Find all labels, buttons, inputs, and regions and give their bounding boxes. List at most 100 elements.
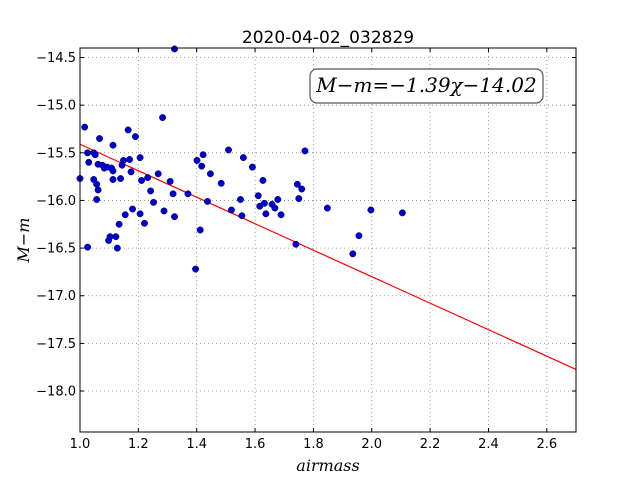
data-point xyxy=(259,176,267,184)
data-point xyxy=(85,158,93,166)
y-tick-label: −17.5 xyxy=(36,337,76,352)
y-tick-label: −15.0 xyxy=(36,99,76,114)
data-point xyxy=(192,265,199,273)
data-point xyxy=(150,198,157,206)
data-point xyxy=(204,197,211,205)
data-point xyxy=(141,219,148,227)
data-point xyxy=(126,156,134,163)
data-point xyxy=(136,210,144,218)
data-point xyxy=(154,170,162,178)
data-point xyxy=(171,213,178,221)
x-tick-label: 2.2 xyxy=(420,437,441,452)
data-point xyxy=(171,45,178,53)
data-point xyxy=(254,192,262,200)
y-tick-labels: −14.5 −15.0 −15.5 −16.0 −16.5 −17.0 −17.5 −18.0 xyxy=(36,51,76,399)
annotation-frame xyxy=(309,68,544,104)
data-point xyxy=(106,233,114,241)
data-point xyxy=(136,154,144,162)
data-point xyxy=(193,156,201,164)
data-point xyxy=(144,174,152,182)
x-tick-label: 1.2 xyxy=(128,437,149,452)
data-point xyxy=(355,232,363,240)
data-point xyxy=(112,233,120,241)
data-point xyxy=(109,141,117,149)
y-tick-label: −14.5 xyxy=(36,51,76,66)
data-point xyxy=(184,190,192,198)
data-point xyxy=(84,243,92,251)
data-point xyxy=(206,170,214,178)
data-point xyxy=(84,149,92,157)
data-point xyxy=(239,154,247,162)
data-point xyxy=(238,212,246,220)
data-point xyxy=(301,147,309,155)
data-point xyxy=(160,207,168,215)
x-axis-label: airmass xyxy=(296,456,359,475)
y-axis-label: M−m xyxy=(14,218,33,264)
y-tick-label: −17.0 xyxy=(36,289,76,304)
data-point xyxy=(94,186,102,194)
data-point xyxy=(131,133,139,141)
data-point xyxy=(227,206,235,214)
data-point xyxy=(138,176,146,184)
x-tick-label: 2.0 xyxy=(361,437,382,452)
data-point xyxy=(159,114,167,122)
x-tick-label: 2.6 xyxy=(536,437,557,452)
plot-frame xyxy=(79,47,577,433)
fit-line-group xyxy=(79,143,577,370)
data-point xyxy=(147,187,155,195)
data-point xyxy=(127,168,135,176)
data-point xyxy=(93,180,101,188)
data-point xyxy=(120,156,127,164)
data-point xyxy=(225,146,232,154)
y-tick-label: −16.5 xyxy=(36,242,76,257)
data-point xyxy=(115,220,123,228)
data-point xyxy=(323,204,331,212)
data-point xyxy=(293,180,301,188)
data-point xyxy=(124,126,132,134)
data-point xyxy=(198,162,206,170)
x-tick-label: 2.4 xyxy=(478,437,499,452)
data-point xyxy=(349,250,357,258)
data-point xyxy=(274,196,282,203)
equation-annotation: M−m=−1.39χ−14.02 xyxy=(309,68,544,104)
data-point xyxy=(109,176,117,183)
data-point xyxy=(237,196,244,203)
y-tick-label: −16.0 xyxy=(36,194,76,209)
data-point xyxy=(109,167,117,175)
data-point xyxy=(113,244,121,252)
data-point xyxy=(298,185,306,193)
data-point xyxy=(93,196,101,203)
data-point xyxy=(91,151,99,159)
axis-ticks xyxy=(79,48,576,432)
data-points xyxy=(76,45,406,273)
data-point xyxy=(248,163,256,171)
fit-line xyxy=(79,143,577,370)
data-point xyxy=(129,205,136,213)
data-point xyxy=(81,123,89,131)
x-tick-labels: 1.0 1.2 1.4 1.6 1.8 2.0 2.2 2.4 2.6 xyxy=(70,437,558,452)
data-point xyxy=(271,204,279,212)
y-tick-label: −15.5 xyxy=(36,146,76,161)
data-point xyxy=(117,175,125,182)
data-point xyxy=(292,240,300,248)
x-tick-label: 1.4 xyxy=(186,437,207,452)
data-point xyxy=(262,210,270,218)
chart-title: 2020-04-02_032829 xyxy=(242,28,414,48)
data-point xyxy=(169,190,177,198)
data-point xyxy=(398,209,406,217)
data-point xyxy=(260,199,268,207)
data-point xyxy=(166,177,174,185)
x-tick-label: 1.0 xyxy=(70,437,91,452)
data-point xyxy=(217,179,225,187)
grid-lines xyxy=(79,48,576,432)
data-point xyxy=(277,211,285,219)
data-point xyxy=(367,206,375,214)
data-point xyxy=(121,211,129,219)
y-tick-label: −18.0 xyxy=(36,385,76,400)
x-tick-label: 1.8 xyxy=(303,437,324,452)
data-point xyxy=(96,135,103,142)
data-point xyxy=(199,151,207,159)
annotation-text: M−m=−1.39χ−14.02 xyxy=(315,73,536,97)
